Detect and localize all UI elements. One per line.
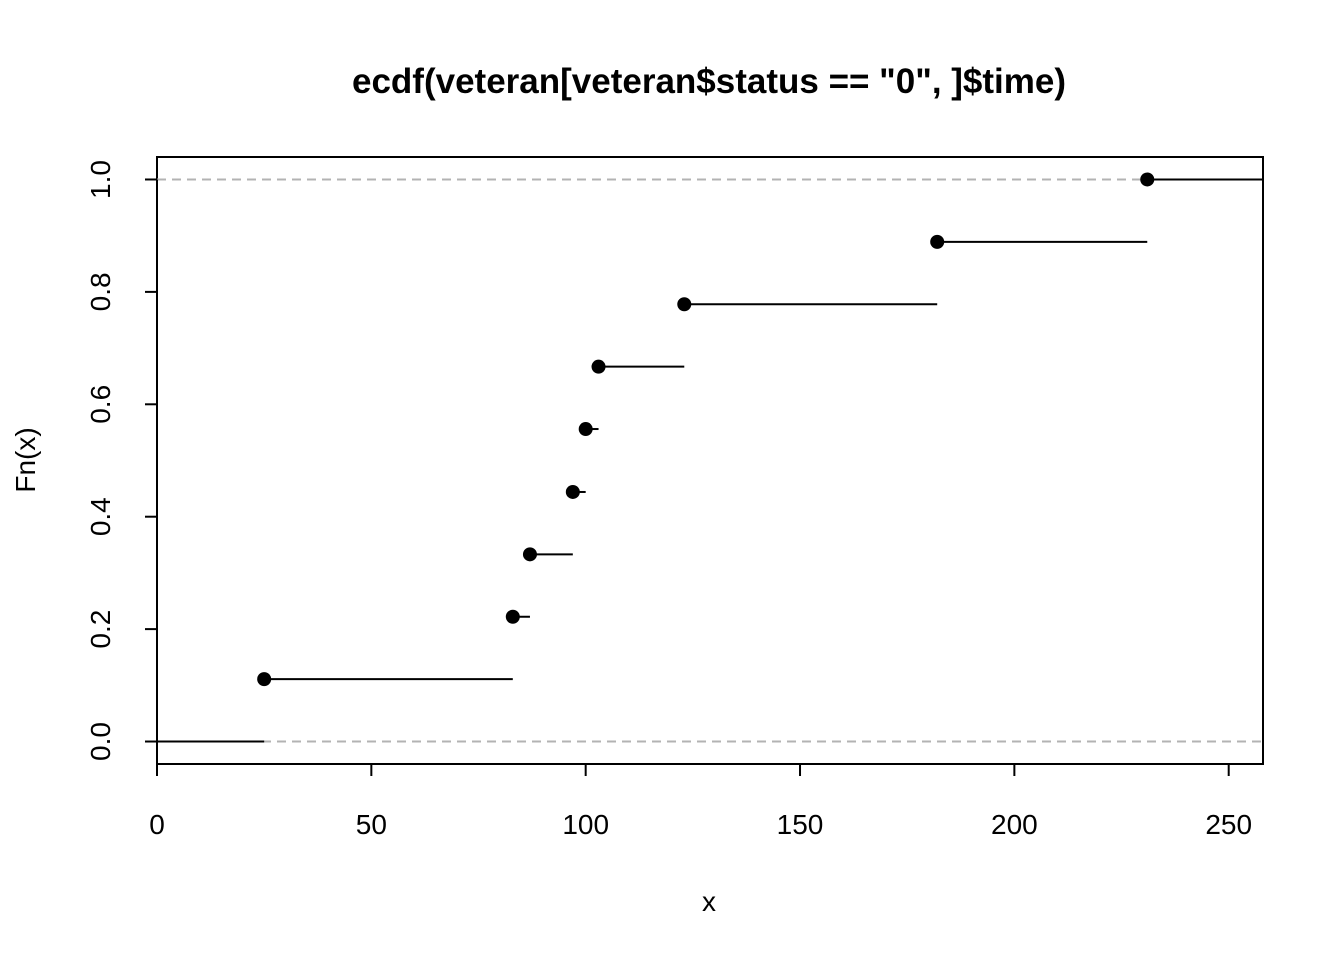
x-tick-label-4: 200 — [991, 809, 1038, 840]
step-point-2 — [505, 609, 520, 624]
x-tick-label-0: 0 — [149, 809, 165, 840]
step-segments — [157, 178, 1263, 743]
x-axis: 0 50 100 150 200 250 — [149, 763, 1252, 840]
step-point-4 — [565, 484, 580, 499]
step-point-7 — [677, 297, 692, 312]
y-tick-label-5: 1.0 — [85, 160, 116, 199]
y-tick-label-4: 0.8 — [85, 272, 116, 311]
y-tick-label-3: 0.6 — [85, 385, 116, 424]
step-point-1 — [257, 672, 272, 687]
y-tick-label-2: 0.4 — [85, 497, 116, 536]
y-tick-label-1: 0.2 — [85, 610, 116, 649]
y-axis-title: Fn(x) — [10, 427, 41, 492]
step-point-8 — [930, 234, 945, 249]
x-tick-label-5: 250 — [1205, 809, 1252, 840]
x-axis-title: x — [702, 886, 716, 917]
y-tick-label-0: 0.0 — [85, 722, 116, 761]
step-points — [257, 172, 1155, 687]
step-point-3 — [522, 547, 537, 562]
x-tick-label-3: 150 — [777, 809, 824, 840]
x-tick-label-1: 50 — [356, 809, 387, 840]
plot-frame — [156, 156, 1264, 765]
y-axis: 0.0 0.2 0.4 0.6 0.8 1.0 — [85, 160, 158, 761]
step-point-9 — [1140, 172, 1155, 187]
x-tick-label-2: 100 — [562, 809, 609, 840]
step-point-6 — [591, 359, 606, 374]
chart-title: ecdf(veteran[veteran$status == "0", ]$ti… — [352, 62, 1066, 101]
reference-lines — [157, 178, 1263, 743]
step-point-5 — [578, 422, 593, 437]
